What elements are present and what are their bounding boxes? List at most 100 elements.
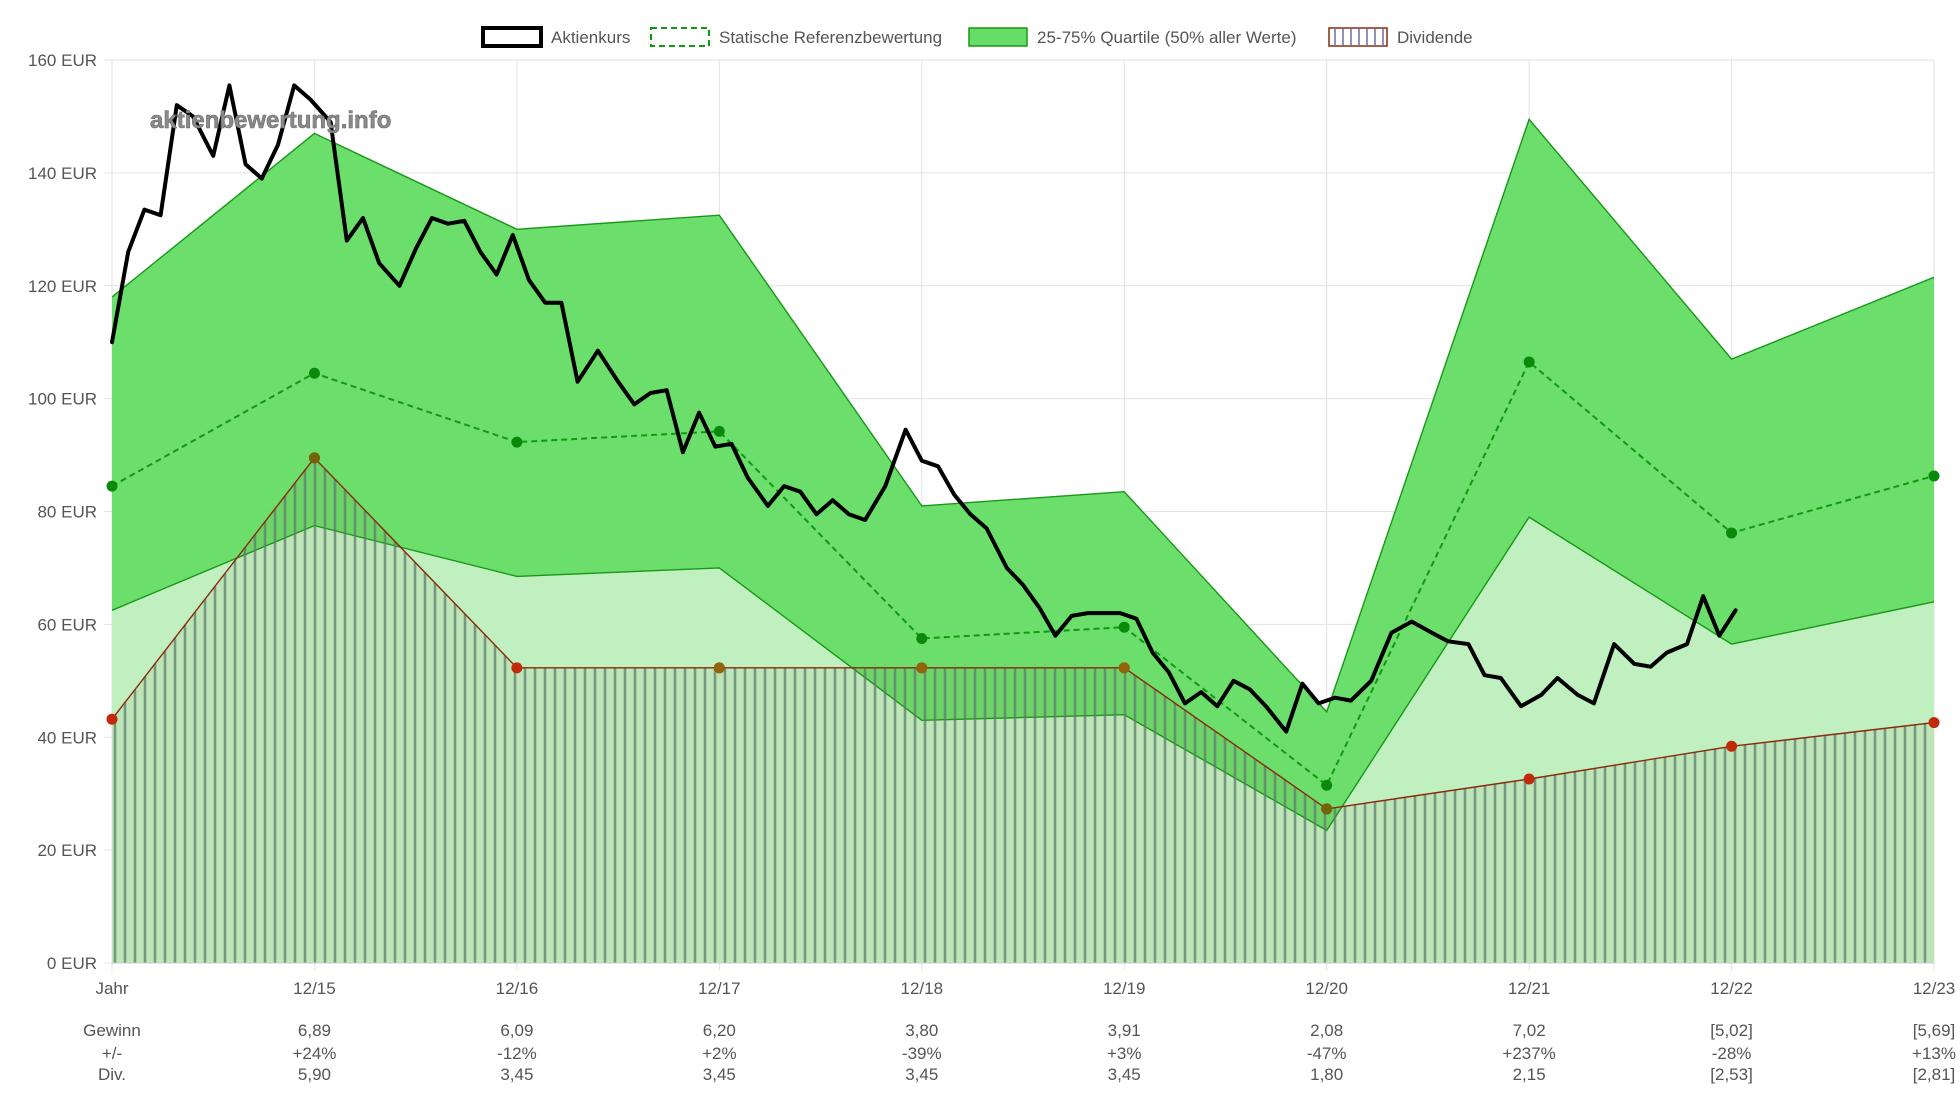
table-cell: -47% xyxy=(1307,1044,1347,1063)
table-cell: +13% xyxy=(1912,1044,1956,1063)
legend-label: Dividende xyxy=(1397,28,1473,47)
table-row-label: Div. xyxy=(98,1065,126,1084)
table-cell: 3,91 xyxy=(1108,1021,1141,1040)
legend-label: Statische Referenzbewertung xyxy=(719,28,942,47)
dividend-point-overlap xyxy=(1118,662,1130,674)
x-tick-label: 12/16 xyxy=(496,979,539,998)
dividend-point-overlap xyxy=(713,662,725,674)
table-cell: -28% xyxy=(1712,1044,1752,1063)
reference-point xyxy=(1726,527,1738,539)
table-cell: 2,15 xyxy=(1513,1065,1546,1084)
dividend-point xyxy=(106,713,118,725)
reference-point xyxy=(713,425,725,437)
dividend-point-overlap xyxy=(1321,803,1333,815)
table-cell: 6,20 xyxy=(703,1021,736,1040)
table-row-label: Gewinn xyxy=(83,1021,141,1040)
table-cell: -12% xyxy=(497,1044,537,1063)
table-cell: 3,45 xyxy=(905,1065,938,1084)
fundamentals-table: Gewinn 6,89 6,09 6,20 3,80 3,91 2,08 7,02 [5,02]… xyxy=(83,1021,1956,1084)
quartile-band-area xyxy=(112,119,1934,831)
dividend-series xyxy=(112,456,1934,963)
x-tick-label: 12/18 xyxy=(901,979,944,998)
x-tick-label: 12/23 xyxy=(1913,979,1956,998)
table-cell: 2,08 xyxy=(1310,1021,1343,1040)
legend: Aktienkurs Statische Referenzbewertung 25-… xyxy=(481,26,1473,48)
table-row-label: +/- xyxy=(102,1044,122,1063)
reference-point xyxy=(1523,356,1535,368)
dividend-point xyxy=(1928,717,1940,729)
dividend-area xyxy=(112,457,1934,963)
table-cell: 3,45 xyxy=(1108,1065,1141,1084)
y-tick-label: 0 EUR xyxy=(47,954,97,973)
y-tick-label: 20 EUR xyxy=(37,841,97,860)
line-series xyxy=(110,83,1935,787)
legend-item: Statische Referenzbewertung xyxy=(650,27,942,47)
y-tick-label: 120 EUR xyxy=(28,277,97,296)
y-tick-label: 60 EUR xyxy=(37,615,97,634)
y-tick-label: 160 EUR xyxy=(28,51,97,70)
table-cell: [2,53] xyxy=(1710,1065,1753,1084)
dividend-point xyxy=(511,662,523,674)
dividend-point xyxy=(1726,740,1738,752)
table-cell: 3,80 xyxy=(905,1021,938,1040)
reference-point xyxy=(308,367,320,379)
table-cell: +237% xyxy=(1502,1044,1555,1063)
upper-quartile-line xyxy=(112,117,1934,714)
table-cell: [5,69] xyxy=(1913,1021,1956,1040)
share-price-line xyxy=(110,83,1738,734)
dividend-point xyxy=(1523,773,1535,785)
reference-point xyxy=(511,436,523,448)
table-cell: 3,45 xyxy=(500,1065,533,1084)
x-tick-label: Jahr xyxy=(95,979,128,998)
reference-point xyxy=(1321,779,1333,791)
quartile-areas xyxy=(112,117,1934,963)
axes: 0 EUR 20 EUR 40 EUR 60 EUR 80 EUR 100 EUR 120 … xyxy=(28,51,1955,998)
legend-item: Aktienkurs xyxy=(481,26,630,48)
dividend-point-overlap xyxy=(916,662,928,674)
legend-swatch xyxy=(481,26,543,48)
legend-label: 25-75% Quartile (50% aller Werte) xyxy=(1037,28,1297,47)
dividend-point-overlap xyxy=(308,452,320,464)
reference-point xyxy=(1928,470,1940,482)
x-tick-label: 12/21 xyxy=(1508,979,1551,998)
lower-band-area xyxy=(112,517,1934,963)
y-tick-label: 100 EUR xyxy=(28,390,97,409)
table-cell: 3,45 xyxy=(703,1065,736,1084)
x-tick-label: 12/19 xyxy=(1103,979,1146,998)
reference-point xyxy=(106,480,118,492)
y-tick-label: 40 EUR xyxy=(37,728,97,747)
table-cell: 6,89 xyxy=(298,1021,331,1040)
x-tick-label: 12/22 xyxy=(1710,979,1753,998)
x-tick-label: 12/20 xyxy=(1305,979,1348,998)
table-cell: 6,09 xyxy=(500,1021,533,1040)
x-tick-label: 12/15 xyxy=(293,979,336,998)
table-cell: [2,81] xyxy=(1913,1065,1956,1084)
table-cell: -39% xyxy=(902,1044,942,1063)
reference-point xyxy=(1118,621,1130,633)
legend-swatch xyxy=(968,27,1028,47)
table-cell: +24% xyxy=(292,1044,336,1063)
table-cell: 7,02 xyxy=(1513,1021,1546,1040)
legend-item: Dividende xyxy=(1328,27,1473,47)
table-cell: 5,90 xyxy=(298,1065,331,1084)
table-cell: +2% xyxy=(702,1044,737,1063)
dividend-hatching xyxy=(113,458,1927,963)
legend-item: 25-75% Quartile (50% aller Werte) xyxy=(968,27,1297,47)
lower-quartile-line xyxy=(112,516,1934,832)
y-tick-label: 140 EUR xyxy=(28,164,97,183)
reference-point xyxy=(916,632,928,644)
table-cell: 1,80 xyxy=(1310,1065,1343,1084)
legend-swatch-hatch xyxy=(1334,28,1384,46)
table-cell: [5,02] xyxy=(1710,1021,1753,1040)
point-markers xyxy=(106,356,1940,815)
legend-label: Aktienkurs xyxy=(551,28,630,47)
x-tick-label: 12/17 xyxy=(698,979,741,998)
dividend-line xyxy=(112,456,1934,810)
legend-swatch xyxy=(650,27,710,47)
table-cell: +3% xyxy=(1107,1044,1142,1063)
watermark-text: aktienbewertung.info xyxy=(150,107,391,134)
legend-swatch xyxy=(1328,27,1388,47)
y-tick-label: 80 EUR xyxy=(37,503,97,522)
